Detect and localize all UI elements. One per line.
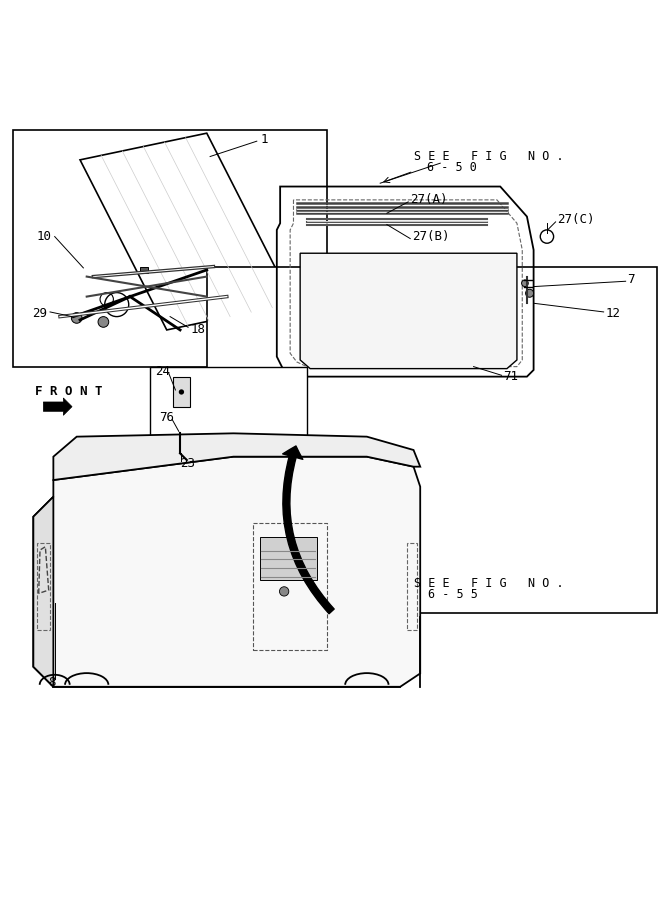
Polygon shape (43, 398, 72, 415)
Bar (207, 294, 213, 300)
Bar (207, 266, 657, 614)
Circle shape (71, 312, 82, 323)
Bar (260, 536, 317, 580)
Bar (407, 544, 417, 630)
Circle shape (98, 317, 109, 328)
Text: 6 - 5 5: 6 - 5 5 (428, 588, 478, 600)
Text: 1: 1 (260, 133, 267, 147)
Text: 71: 71 (504, 370, 518, 383)
Text: 7: 7 (627, 274, 634, 286)
Circle shape (179, 390, 184, 394)
Text: 76: 76 (159, 411, 173, 425)
FancyArrowPatch shape (283, 446, 334, 614)
Text: 10: 10 (37, 230, 51, 243)
Circle shape (526, 289, 534, 297)
Polygon shape (300, 253, 517, 369)
Circle shape (185, 438, 195, 448)
Circle shape (522, 280, 528, 286)
Text: 12: 12 (606, 307, 620, 320)
Text: 29: 29 (32, 307, 47, 320)
Text: 24: 24 (155, 364, 169, 378)
Bar (253, 524, 327, 650)
Text: 23: 23 (180, 457, 195, 470)
Text: 27(C): 27(C) (558, 213, 595, 227)
Text: 6 - 5 0: 6 - 5 0 (427, 161, 477, 174)
Text: S E E   F I G   N O .: S E E F I G N O . (414, 577, 563, 590)
Polygon shape (33, 456, 420, 687)
Text: 27(B): 27(B) (412, 230, 450, 243)
Text: 18: 18 (190, 323, 205, 337)
Bar (13, 130, 327, 366)
Text: 27(A): 27(A) (410, 194, 448, 206)
Text: F R O N T: F R O N T (35, 385, 102, 398)
Text: S E E   F I G   N O .: S E E F I G N O . (414, 150, 563, 163)
Polygon shape (53, 433, 420, 480)
Polygon shape (33, 497, 53, 687)
Text: 8: 8 (48, 676, 55, 688)
Bar (150, 366, 307, 540)
Bar (37, 544, 50, 630)
Bar (140, 266, 148, 274)
Circle shape (279, 587, 289, 596)
Bar (173, 376, 190, 407)
